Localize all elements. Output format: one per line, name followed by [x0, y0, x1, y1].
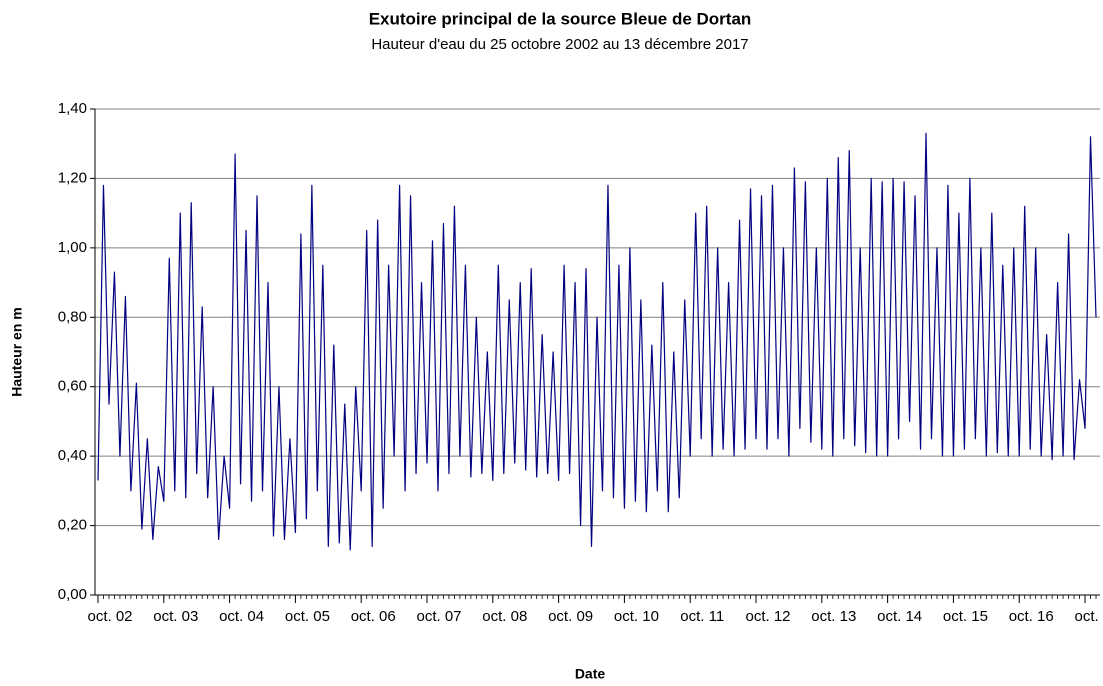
y-tick-label: 0,60 [58, 378, 87, 395]
chart-subtitle: Hauteur d'eau du 25 octobre 2002 au 13 d… [371, 36, 748, 53]
y-tick-label: 0,20 [58, 517, 87, 534]
x-tick-label: oct. 12 [746, 608, 791, 625]
x-tick-label: oct. 11 [680, 608, 724, 625]
x-tick-label: oct. 13 [811, 608, 856, 625]
x-tick-label: oct. 08 [482, 608, 527, 625]
x-tick-label: oct. 02 [87, 608, 132, 625]
y-tick-label: 0,00 [58, 586, 87, 603]
x-tick-label: oct. 16 [1009, 608, 1054, 625]
y-axis-title: Hauteur en m [9, 307, 25, 396]
x-tick-label: oct. 10 [614, 608, 659, 625]
y-tick-label: 0,40 [58, 447, 87, 464]
y-tick-label: 1,00 [58, 239, 87, 256]
x-tick-label: oct. 14 [877, 608, 922, 625]
y-tick-label: 1,20 [58, 169, 87, 186]
x-tick-label: oct. 04 [219, 608, 264, 625]
x-tick-label: oct. 03 [153, 608, 198, 625]
y-tick-label: 0,80 [58, 308, 87, 325]
x-tick-label: oct. 06 [351, 608, 396, 625]
x-tick-label: oct. 17 [1075, 608, 1103, 625]
x-axis-title: Date [575, 666, 606, 682]
x-tick-label: oct. 09 [548, 608, 593, 625]
x-tick-label: oct. 05 [285, 608, 330, 625]
data-line [97, 132, 1097, 551]
x-tick-label: oct. 15 [943, 608, 988, 625]
chart-title: Exutoire principal de la source Bleue de… [369, 9, 752, 28]
y-tick-label: 1,40 [58, 100, 87, 117]
x-tick-label: oct. 07 [416, 608, 461, 625]
